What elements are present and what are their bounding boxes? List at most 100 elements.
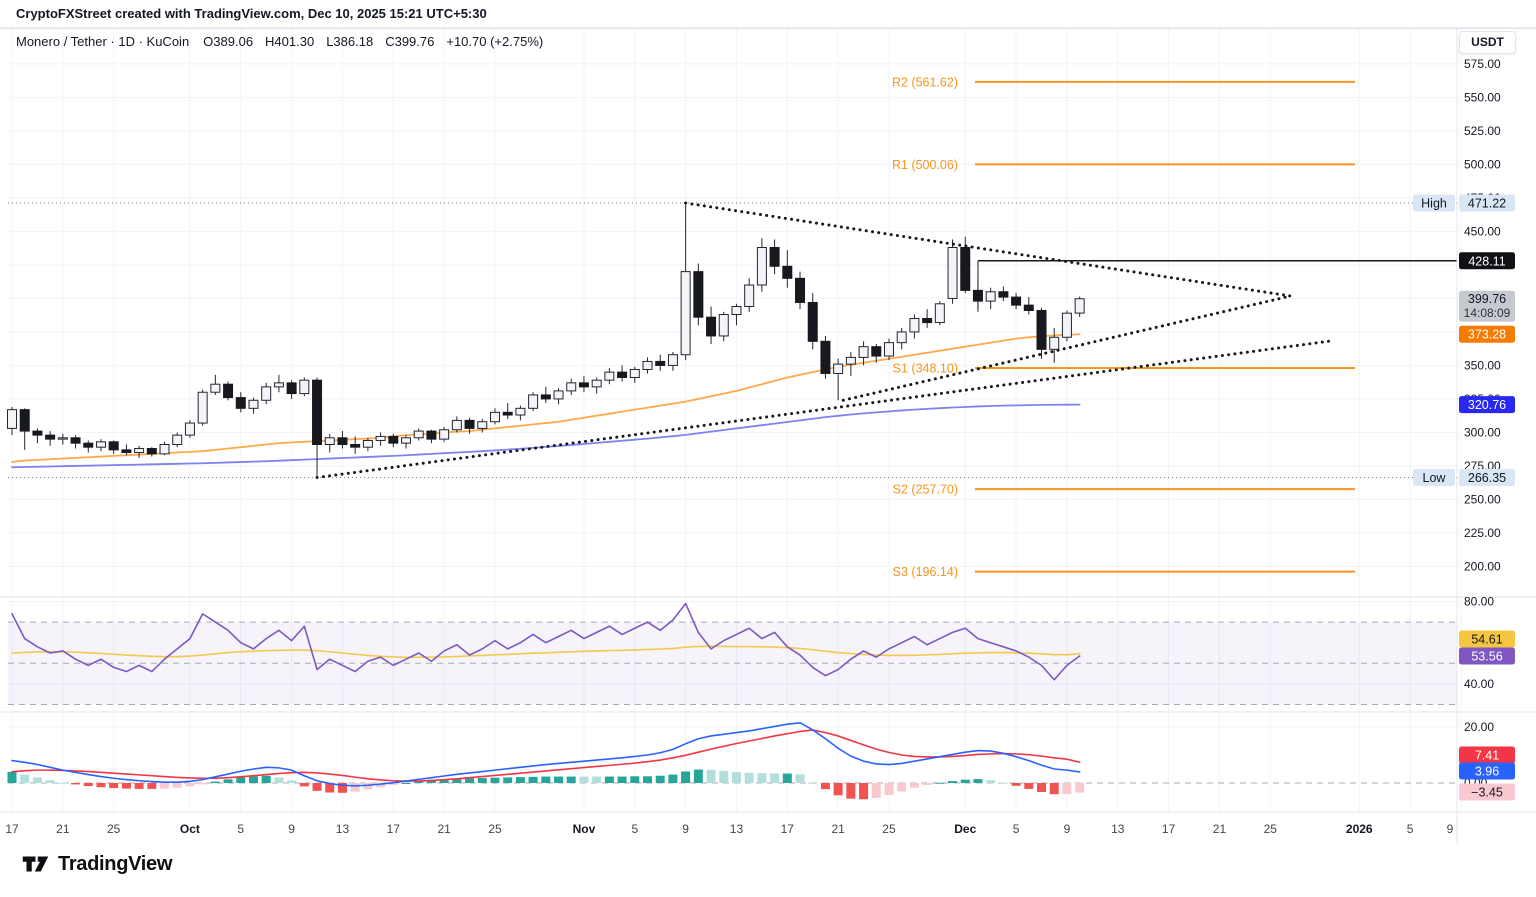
svg-text:21: 21 [56, 822, 70, 836]
svg-text:17: 17 [1162, 822, 1176, 836]
trendlines[interactable] [315, 201, 1332, 480]
sma-orange-badge: 373.28 [1459, 325, 1515, 343]
macd-histogram-bar [871, 783, 881, 798]
svg-text:High: High [1421, 197, 1447, 211]
macd-histogram-bar [58, 782, 68, 784]
svg-text:200.00: 200.00 [1464, 559, 1501, 573]
macd-histogram-bar [1037, 783, 1047, 792]
svg-text:Oct: Oct [180, 822, 200, 836]
macd-histogram-bar [20, 774, 30, 783]
tradingview-logo-icon [22, 856, 49, 872]
macd-histogram-bar [706, 769, 716, 783]
candle [744, 284, 755, 307]
candle [566, 382, 577, 392]
candle [960, 247, 971, 291]
candle [210, 383, 221, 393]
macd-histogram-bar [630, 776, 640, 783]
svg-text:80.00: 80.00 [1464, 595, 1494, 609]
candle [1011, 296, 1022, 306]
macd-histogram-bar [833, 783, 843, 796]
candle [731, 305, 742, 316]
macd-histogram-bar [731, 772, 741, 783]
price-axis[interactable]: 575.00550.00525.00500.00475.00450.00425.… [1464, 57, 1501, 790]
macd-histogram-bar [223, 779, 233, 783]
macd-histogram-bar [948, 781, 958, 783]
candle [299, 379, 310, 395]
macd-histogram-bar [503, 777, 513, 783]
svg-text:40.00: 40.00 [1464, 677, 1494, 691]
macd-histogram-bar [312, 783, 322, 791]
candle [528, 394, 539, 409]
macd-histogram-bar [528, 776, 538, 783]
candle [235, 397, 246, 409]
macd-histogram-bar [465, 778, 475, 783]
sma-blue-badge: 320.76 [1459, 396, 1515, 414]
candle [883, 342, 894, 357]
macd-histogram-bar [693, 769, 703, 783]
svg-text:21: 21 [1213, 822, 1227, 836]
macd-histogram-bar [719, 770, 729, 783]
candle [324, 437, 335, 445]
svg-text:S3 (196.14): S3 (196.14) [893, 565, 958, 579]
svg-text:450.00: 450.00 [1464, 224, 1501, 238]
macd-histogram-bar [1024, 783, 1034, 789]
svg-text:17: 17 [5, 822, 19, 836]
candle [19, 409, 30, 432]
macd-histogram-bar [198, 783, 208, 785]
candle [401, 437, 412, 444]
macd-histogram-bar [337, 783, 347, 793]
svg-text:S1 (348.10): S1 (348.10) [893, 361, 958, 375]
currency-toggle-button[interactable]: USDT [1459, 31, 1516, 54]
svg-text:13: 13 [1111, 822, 1125, 836]
macd-histogram-bar [592, 776, 602, 783]
candle [578, 382, 589, 388]
candle [642, 360, 653, 370]
candle [464, 419, 475, 429]
svg-text:250.00: 250.00 [1464, 492, 1501, 506]
macd-histogram-bar [541, 776, 551, 783]
macd-histogram-bar [121, 783, 131, 789]
svg-text:53.56: 53.56 [1471, 650, 1502, 664]
candle [439, 429, 450, 440]
candle [667, 354, 678, 366]
svg-text:525.00: 525.00 [1464, 124, 1501, 138]
macd-histogram-bar [617, 776, 627, 783]
symbol-ohlc-row: Monero / Tether · 1D · KuCoin O389.06 H401… [16, 34, 555, 49]
low-label-badge: Low [1413, 469, 1455, 487]
candle [833, 363, 844, 374]
ohlc-change: +10.70 (+2.75%) [446, 34, 544, 49]
macd-histogram-bar [935, 782, 945, 784]
macd-histogram-bar [515, 777, 525, 783]
candle [896, 331, 907, 344]
macd-histogram-bar [770, 773, 780, 783]
macd-histogram-bar [808, 782, 818, 784]
symbol-title[interactable]: Monero / Tether · 1D · KuCoin [16, 34, 190, 49]
time-axis[interactable]: 17 21 25 Oct 5 9 13 17 21 25 Nov 5 9 13 17 21 25 Dec 5 9 13 1… [5, 822, 1453, 836]
candle [1023, 304, 1034, 311]
candle [591, 379, 602, 388]
svg-text:9: 9 [1447, 822, 1454, 836]
candle [413, 430, 424, 439]
candle [820, 340, 831, 374]
candle [680, 271, 691, 356]
candle [350, 443, 361, 448]
macd-histogram-bar [261, 775, 271, 783]
sma-orange-line [11, 333, 1081, 463]
candle [553, 390, 564, 400]
macd-histogram-bar [884, 783, 894, 796]
candle [312, 379, 323, 445]
candle [223, 383, 234, 399]
svg-text:25: 25 [882, 822, 896, 836]
candle [1061, 312, 1072, 338]
ohlc-close: C399.76 [385, 34, 435, 49]
macd-histogram-bar [579, 776, 589, 783]
macd-histogram-bar [32, 777, 42, 783]
macd-histogram-bar [376, 783, 386, 788]
panel-separators [0, 28, 1536, 845]
macd-histogram-bar [439, 779, 449, 783]
horizontal-ray[interactable] [977, 260, 1457, 312]
svg-text:Low: Low [1423, 471, 1447, 485]
tradingview-logo[interactable]: TradingView [22, 852, 172, 876]
range-lines [8, 202, 1457, 479]
